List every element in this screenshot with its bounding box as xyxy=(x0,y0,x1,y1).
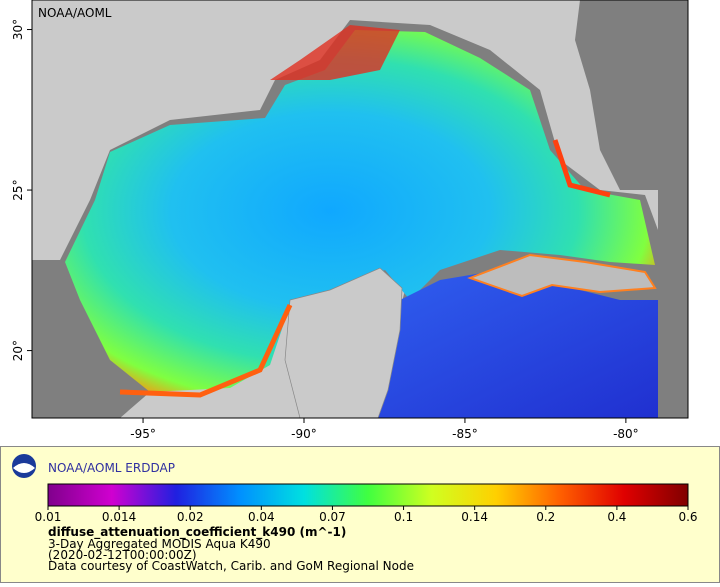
colorbar-tick-label: 0.1 xyxy=(394,510,413,524)
y-tick-label: 30° xyxy=(11,19,25,40)
noaa-logo-bird xyxy=(13,463,35,473)
y-tick-label: 25° xyxy=(11,179,25,200)
legend-line: 3-Day Aggregated MODIS Aqua K490 xyxy=(48,537,271,551)
legend-line: (2020-02-12T00:00:00Z) xyxy=(48,548,197,562)
yucatan xyxy=(284,267,403,419)
colorbar-tick-label: 0.02 xyxy=(177,510,204,524)
x-tick-label: -95° xyxy=(130,427,156,441)
colorbar-tick-label: 0.07 xyxy=(319,510,346,524)
variable-name: diffuse_attenuation_coefficient_k490 (m^… xyxy=(48,525,346,540)
watermark: NOAA/AOML xyxy=(38,6,112,20)
caribbean-water xyxy=(360,270,658,418)
x-tick-label: -85° xyxy=(452,427,478,441)
coast-band xyxy=(119,303,293,398)
legend-panel: NOAA/AOML ERDDAP diffuse_attenuation_coe… xyxy=(0,446,720,583)
map: NOAA/AOML xyxy=(31,0,689,419)
gulf-water xyxy=(65,30,655,392)
colorbar-tick-label: 0.4 xyxy=(607,510,626,524)
no-data-area xyxy=(658,0,688,418)
colorbar-tick-label: 0.2 xyxy=(536,510,555,524)
mississippi-plume xyxy=(270,25,400,80)
legend-title: NOAA/AOML ERDDAP xyxy=(48,461,175,475)
cuba xyxy=(467,253,657,298)
florida xyxy=(575,0,658,190)
colorbar xyxy=(47,483,689,507)
axes: -95° -90° -85° -80° 20° 25° 30° xyxy=(11,19,639,441)
coast-band xyxy=(552,139,611,198)
x-tick-label: -90° xyxy=(291,427,317,441)
colorbar-tick-label: 0.14 xyxy=(461,510,488,524)
x-tick-label: -80° xyxy=(613,427,639,441)
legend-background xyxy=(0,446,720,583)
colorbar-tick-label: 0.014 xyxy=(102,510,136,524)
colorbar-tick-label: 0.04 xyxy=(248,510,275,524)
map-frame xyxy=(31,0,689,419)
colorbar-tick-label: 0.6 xyxy=(678,510,697,524)
legend-line: Data courtesy of CoastWatch, Carib. and … xyxy=(48,559,414,573)
y-tick-label: 20° xyxy=(11,340,25,361)
colorbar-tick-label: 0.01 xyxy=(35,510,62,524)
